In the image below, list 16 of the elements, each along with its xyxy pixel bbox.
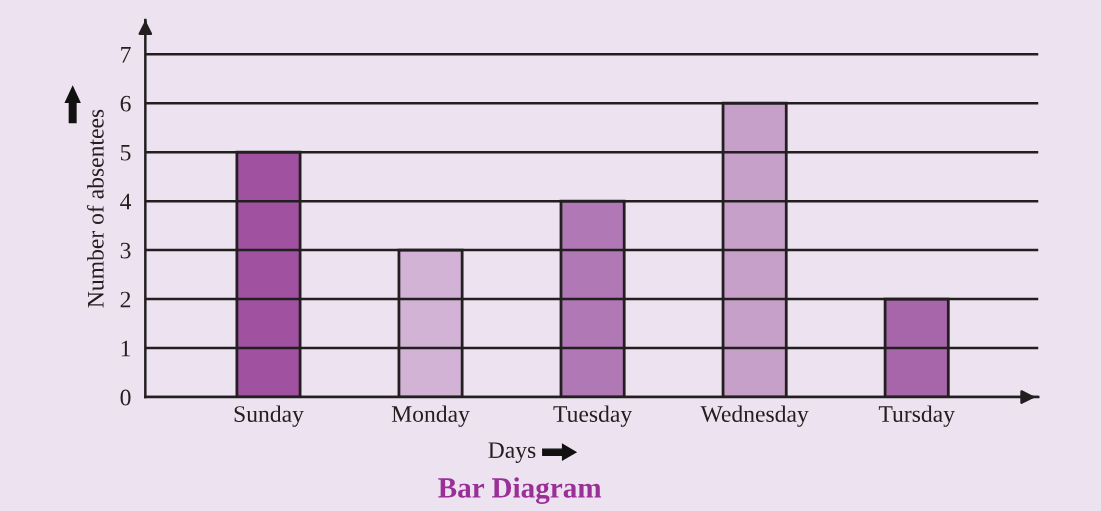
y-tick-label: 6 bbox=[120, 95, 131, 112]
y-tick-label: 4 bbox=[120, 193, 132, 210]
x-tick-label: Tuesday bbox=[553, 405, 633, 427]
y-tick-label: 5 bbox=[121, 144, 131, 161]
x-tick-label: Wednesday bbox=[700, 405, 809, 427]
x-tick-label: Tursday bbox=[878, 405, 955, 427]
y-tick-label: 0 bbox=[120, 389, 131, 406]
text: Bar Diagram bbox=[438, 477, 602, 504]
y-tick-label: 3 bbox=[120, 242, 131, 259]
y-tick-label: 1 bbox=[121, 340, 131, 357]
y-tick-label: 2 bbox=[120, 291, 131, 308]
y-axis-title: Number of absentees bbox=[86, 109, 104, 308]
y-tick-label: 7 bbox=[121, 46, 131, 63]
x-tick-label: Sunday bbox=[234, 405, 304, 427]
x-axis-title: Days bbox=[488, 442, 536, 463]
x-tick-label: Monday bbox=[391, 405, 470, 427]
